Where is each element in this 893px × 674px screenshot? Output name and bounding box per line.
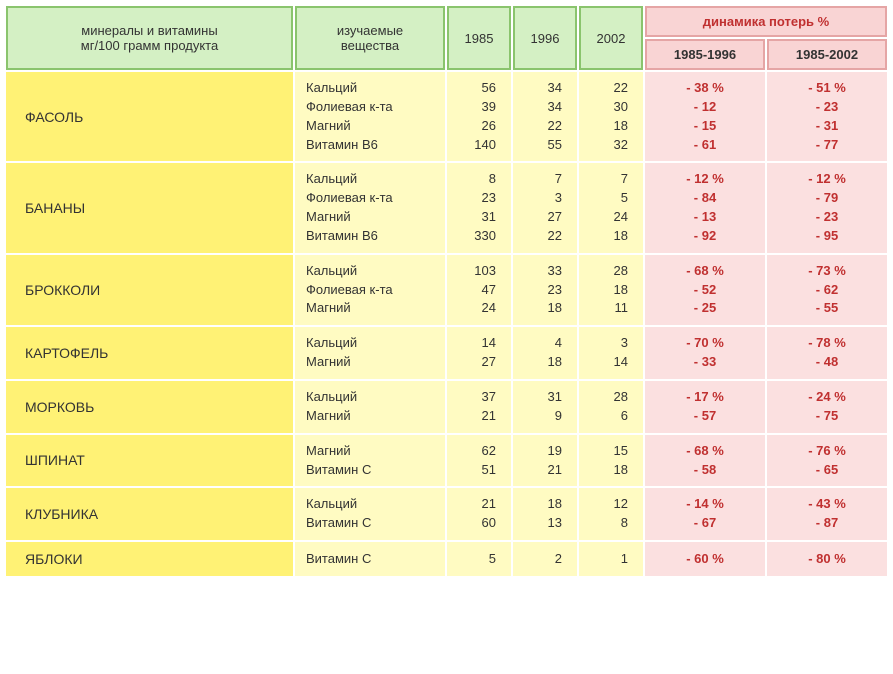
value-2002: 28 6 — [579, 381, 643, 433]
loss-1985-1996: - 14 % - 67 — [645, 488, 765, 540]
header-substances-l1: изучаемые — [337, 23, 403, 38]
value-1985: 103 47 24 — [447, 255, 511, 326]
header-dynamics-text: динамика потерь — [703, 14, 814, 29]
value-1996: 7 3 27 22 — [513, 163, 577, 252]
value-2002: 22 30 18 32 — [579, 72, 643, 161]
table-row: МОРКОВЬКальций Магний37 2131 928 6- 17 %… — [6, 381, 887, 433]
value-1985: 8 23 31 330 — [447, 163, 511, 252]
table-row: ФАСОЛЬКальций Фолиевая к-та Магний Витам… — [6, 72, 887, 161]
substances-list: Магний Витамин С — [295, 435, 445, 487]
header-minerals-l1: минералы и витамины — [81, 23, 217, 38]
value-2002: 12 8 — [579, 488, 643, 540]
value-2002: 7 5 24 18 — [579, 163, 643, 252]
substances-list: Витамин С — [295, 542, 445, 576]
loss-1985-2002: - 80 % — [767, 542, 887, 576]
header-substances: изучаемые вещества — [295, 6, 445, 70]
loss-1985-2002: - 51 % - 23 - 31 - 77 — [767, 72, 887, 161]
header-minerals: минералы и витамины мг/100 грамм продукт… — [6, 6, 293, 70]
table-row: БАНАНЫКальций Фолиевая к-та Магний Витам… — [6, 163, 887, 252]
loss-1985-1996: - 68 % - 58 — [645, 435, 765, 487]
table-header: минералы и витамины мг/100 грамм продукт… — [6, 6, 887, 70]
table-row: КАРТОФЕЛЬКальций Магний14 274 183 14- 70… — [6, 327, 887, 379]
substances-list: Кальций Магний — [295, 327, 445, 379]
product-name: БРОККОЛИ — [6, 255, 293, 326]
value-2002: 15 18 — [579, 435, 643, 487]
product-name: КЛУБНИКА — [6, 488, 293, 540]
product-name: ШПИНАТ — [6, 435, 293, 487]
loss-1985-1996: - 12 % - 84 - 13 - 92 — [645, 163, 765, 252]
loss-1985-2002: - 76 % - 65 — [767, 435, 887, 487]
header-range-1985-2002: 1985-2002 — [767, 39, 887, 70]
value-2002: 1 — [579, 542, 643, 576]
value-1996: 2 — [513, 542, 577, 576]
table-row: БРОККОЛИКальций Фолиевая к-та Магний103 … — [6, 255, 887, 326]
value-2002: 3 14 — [579, 327, 643, 379]
value-1985: 14 27 — [447, 327, 511, 379]
product-name: КАРТОФЕЛЬ — [6, 327, 293, 379]
product-name: ЯБЛОКИ — [6, 542, 293, 576]
value-1985: 5 — [447, 542, 511, 576]
loss-1985-2002: - 43 % - 87 — [767, 488, 887, 540]
header-substances-l2: вещества — [341, 38, 399, 53]
percent-icon: % — [818, 14, 830, 29]
header-1996: 1996 — [513, 6, 577, 70]
substances-list: Кальций Магний — [295, 381, 445, 433]
header-minerals-l2: мг/100 грамм продукта — [81, 38, 218, 53]
header-2002: 2002 — [579, 6, 643, 70]
substances-list: Кальций Фолиевая к-та Магний Витамин В6 — [295, 163, 445, 252]
table-row: ШПИНАТМагний Витамин С62 5119 2115 18- 6… — [6, 435, 887, 487]
loss-1985-2002: - 73 % - 62 - 55 — [767, 255, 887, 326]
substances-list: Кальций Фолиевая к-та Магний — [295, 255, 445, 326]
value-1996: 19 21 — [513, 435, 577, 487]
value-1985: 37 21 — [447, 381, 511, 433]
loss-1985-1996: - 17 % - 57 — [645, 381, 765, 433]
value-1985: 56 39 26 140 — [447, 72, 511, 161]
header-dynamics: динамика потерь % — [645, 6, 887, 37]
value-1996: 4 18 — [513, 327, 577, 379]
product-name: ФАСОЛЬ — [6, 72, 293, 161]
header-range-1985-1996: 1985-1996 — [645, 39, 765, 70]
loss-1985-2002: - 78 % - 48 — [767, 327, 887, 379]
value-1996: 31 9 — [513, 381, 577, 433]
loss-1985-2002: - 24 % - 75 — [767, 381, 887, 433]
value-2002: 28 18 11 — [579, 255, 643, 326]
table-row: КЛУБНИКАКальций Витамин С21 6018 1312 8-… — [6, 488, 887, 540]
loss-1985-1996: - 38 % - 12 - 15 - 61 — [645, 72, 765, 161]
table-row: ЯБЛОКИВитамин С521- 60 %- 80 % — [6, 542, 887, 576]
loss-1985-1996: - 70 % - 33 — [645, 327, 765, 379]
loss-1985-2002: - 12 % - 79 - 23 - 95 — [767, 163, 887, 252]
product-name: МОРКОВЬ — [6, 381, 293, 433]
loss-1985-1996: - 60 % — [645, 542, 765, 576]
value-1996: 34 34 22 55 — [513, 72, 577, 161]
value-1996: 18 13 — [513, 488, 577, 540]
value-1996: 33 23 18 — [513, 255, 577, 326]
substances-list: Кальций Фолиевая к-та Магний Витамин В6 — [295, 72, 445, 161]
substances-list: Кальций Витамин С — [295, 488, 445, 540]
value-1985: 62 51 — [447, 435, 511, 487]
value-1985: 21 60 — [447, 488, 511, 540]
loss-1985-1996: - 68 % - 52 - 25 — [645, 255, 765, 326]
header-1985: 1985 — [447, 6, 511, 70]
table-body: ФАСОЛЬКальций Фолиевая к-та Магний Витам… — [6, 72, 887, 576]
product-name: БАНАНЫ — [6, 163, 293, 252]
nutrition-loss-table: минералы и витамины мг/100 грамм продукт… — [4, 4, 889, 578]
